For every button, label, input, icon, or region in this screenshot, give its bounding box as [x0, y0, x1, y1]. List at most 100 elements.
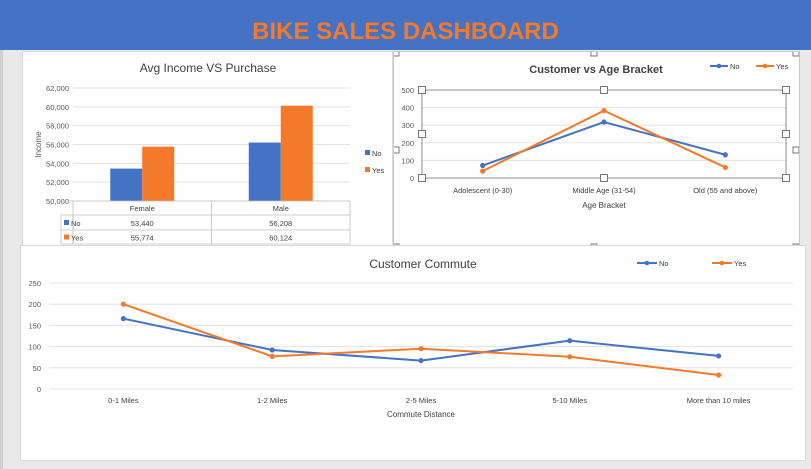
point-no: [601, 119, 607, 125]
point-no: [722, 152, 728, 158]
legend-label: Yes: [372, 166, 384, 175]
y-tick-label: 60,000: [46, 103, 69, 112]
data-label: 55,774: [131, 234, 154, 243]
y-tick-label: 0: [37, 385, 41, 394]
x-tick-label: Male: [273, 204, 289, 213]
plot-resize-handle: [782, 174, 790, 182]
point-yes: [716, 372, 722, 378]
y-tick-label: 200: [28, 300, 41, 309]
bar-yes-male: [280, 105, 313, 201]
x-tick-label: 2-5 Miles: [406, 396, 437, 405]
commute-chart-panel[interactable]: 0 50 100 150 200 250 0-1 Miles 1-2 Miles 2-5 Mil…: [20, 245, 806, 461]
table-legend-key: [64, 220, 69, 225]
y-tick-label: 0: [410, 174, 414, 183]
chart-resize-handle: [792, 146, 800, 154]
point-yes: [722, 164, 728, 171]
y-tick-label: 52,000: [46, 178, 69, 187]
table-series-label: No: [71, 219, 81, 228]
x-tick-label: Female: [130, 204, 155, 213]
legend-key-marker: [716, 63, 722, 69]
sheet-edge: [0, 50, 3, 469]
legend-key: [365, 167, 370, 172]
point-no: [418, 357, 424, 364]
y-tick-label: 50: [33, 364, 41, 373]
dashboard-banner: [0, 0, 811, 50]
point-no: [567, 338, 573, 344]
y-tick-label: 50,000: [46, 197, 69, 206]
dashboard-title: BIKE SALES DASHBOARD: [252, 18, 559, 45]
y-tick-label: 62,000: [46, 84, 69, 93]
point-yes: [567, 354, 573, 360]
legend-label: Yes: [776, 62, 788, 71]
chart-resize-handle: [590, 49, 598, 57]
y-tick-label: 300: [401, 121, 414, 130]
plot-resize-handle: [418, 86, 426, 94]
legend-label: No: [659, 259, 669, 268]
x-tick-label: 1-2 Miles: [257, 396, 288, 405]
y-tick-label: 150: [28, 321, 41, 330]
y-tick-label: 100: [28, 343, 41, 352]
legend-key-marker: [719, 260, 725, 266]
y-tick-label: 54,000: [46, 159, 69, 168]
income-chart: Avg Income VS Purchase 50,000 52,000 54,000…: [34, 61, 384, 245]
legend-label: Yes: [734, 259, 746, 268]
legend-label: No: [730, 62, 740, 71]
chart-resize-handle: [792, 49, 800, 57]
x-axis-label: Age Bracket: [582, 201, 626, 210]
data-label: 60,124: [269, 234, 292, 243]
plot-area-frame: [421, 89, 787, 179]
chart-title: Customer Commute: [369, 257, 477, 271]
table-series-label: Yes: [71, 234, 83, 243]
legend-label: No: [372, 149, 382, 158]
x-tick-label: More than 10 miles: [687, 396, 751, 405]
x-axis-label: Commute Distance: [387, 410, 456, 419]
bar-no-female: [110, 168, 143, 201]
plot-resize-handle: [418, 130, 426, 138]
plot-resize-handle: [782, 86, 790, 94]
point-yes: [601, 107, 607, 114]
y-tick-label: 400: [401, 104, 414, 113]
series-line-yes: [123, 303, 719, 377]
y-tick-label: 100: [401, 156, 414, 165]
y-tick-label: 250: [28, 279, 41, 288]
plot-resize-handle: [782, 130, 790, 138]
age-chart-panel[interactable]: 0 100 200 300 400 500 Adolescent (0-30) Middle …: [392, 49, 800, 251]
plot-resize-handle: [600, 86, 608, 94]
chart-resize-handle: [392, 49, 400, 57]
legend-key-marker: [644, 260, 650, 266]
age-chart: 0 100 200 300 400 500 Adolescent (0-30) Middle …: [392, 49, 800, 251]
bar-yes-female: [142, 146, 175, 201]
series-line-no: [482, 120, 726, 167]
point-no: [120, 316, 126, 322]
x-tick-label: Adolescent (0-30): [453, 186, 513, 195]
x-tick-label: Middle Age (31-54): [572, 186, 636, 195]
commute-chart: 0 50 100 150 200 250 0-1 Miles 1-2 Miles 2-5 Mil…: [28, 257, 793, 419]
table-legend-key: [64, 234, 69, 240]
y-axis-label: Income: [34, 131, 43, 158]
data-label: 53,440: [131, 219, 154, 228]
legend-key-marker: [762, 63, 768, 69]
y-tick-label: 56,000: [46, 141, 69, 150]
point-no: [269, 347, 275, 353]
chart-title: Customer vs Age Bracket: [529, 64, 663, 76]
x-tick-label: Old (55 and above): [693, 186, 758, 195]
point-yes: [480, 168, 486, 174]
point-yes: [418, 346, 424, 352]
chart-resize-handle: [392, 146, 400, 154]
data-label: 56,208: [269, 219, 292, 228]
income-chart-panel[interactable]: Avg Income VS Purchase 50,000 52,000 54,000…: [22, 51, 393, 249]
y-tick-label: 200: [401, 139, 414, 148]
point-yes: [120, 301, 126, 307]
chart-title: Avg Income VS Purchase: [140, 61, 277, 75]
plot-resize-handle: [418, 174, 426, 182]
legend-key: [365, 150, 370, 155]
point-no: [716, 353, 722, 359]
bar-no-male: [248, 142, 281, 201]
x-tick-label: 5-10 Miles: [552, 396, 587, 405]
x-tick-label: 0-1 Miles: [108, 396, 139, 405]
point-no: [480, 162, 486, 169]
y-tick-label: 58,000: [46, 122, 69, 131]
plot-resize-handle: [600, 174, 608, 182]
y-tick-label: 500: [401, 86, 414, 95]
point-yes: [269, 353, 275, 359]
